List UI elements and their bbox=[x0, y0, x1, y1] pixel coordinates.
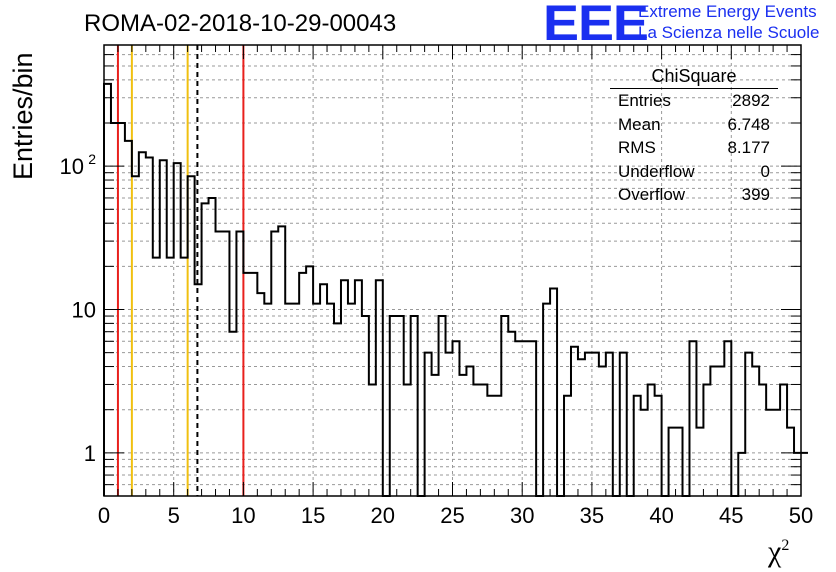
y-axis-label: Entries/bin bbox=[8, 52, 38, 180]
stats-value: 2892 bbox=[732, 91, 770, 110]
run-title: ROMA-02-2018-10-29-00043 bbox=[84, 10, 397, 37]
y-tick-label: 10 bbox=[72, 297, 96, 322]
stats-value: 399 bbox=[741, 185, 770, 204]
y-tick-label-exponent: 2 bbox=[88, 151, 96, 167]
x-tick-label: 35 bbox=[580, 503, 604, 528]
stats-box: ChiSquare Entries 2892 Mean 6.748 RMS 8.177… bbox=[610, 66, 778, 207]
stats-value: 6.748 bbox=[727, 114, 770, 134]
x-tick-label: 25 bbox=[440, 503, 464, 528]
stats-title: ChiSquare bbox=[610, 66, 778, 89]
x-tick-label: 45 bbox=[719, 503, 743, 528]
x-tick-label: 0 bbox=[98, 503, 110, 528]
stats-row-underflow: Underflow 0 bbox=[610, 160, 778, 184]
x-axis-label: χ2 bbox=[768, 535, 789, 569]
x-tick-label: 10 bbox=[231, 503, 255, 528]
stats-row-entries: Entries 2892 bbox=[610, 89, 778, 113]
x-tick-label: 30 bbox=[510, 503, 534, 528]
stats-row-rms: RMS 8.177 bbox=[610, 136, 778, 160]
stats-value: 0 bbox=[760, 161, 770, 181]
eee-logo-mark: EEE bbox=[543, 0, 649, 51]
x-tick-label: 40 bbox=[649, 503, 673, 528]
x-axis-label-superscript: 2 bbox=[781, 537, 790, 554]
stats-label: Underflow bbox=[618, 161, 695, 181]
x-tick-label: 5 bbox=[168, 503, 180, 528]
stats-label: RMS bbox=[618, 138, 656, 157]
logo-subtitle-1: Extreme Energy Events bbox=[638, 2, 817, 21]
x-tick-label: 50 bbox=[789, 503, 813, 528]
y-tick-label: 1 bbox=[84, 441, 96, 466]
stats-label: Entries bbox=[618, 91, 671, 110]
x-axis-label-base: χ bbox=[768, 535, 782, 568]
stats-row-overflow: Overflow 399 bbox=[610, 183, 778, 207]
stats-value: 8.177 bbox=[727, 138, 770, 157]
x-tick-label: 20 bbox=[371, 503, 395, 528]
stats-label: Overflow bbox=[618, 185, 686, 204]
stats-label: Mean bbox=[618, 114, 661, 134]
logo-subtitle-2: La Scienza nelle Scuole bbox=[638, 23, 820, 42]
x-tick-label: 15 bbox=[301, 503, 325, 528]
y-tick-label: 10 bbox=[60, 154, 84, 179]
stats-row-mean: Mean 6.748 bbox=[610, 113, 778, 137]
